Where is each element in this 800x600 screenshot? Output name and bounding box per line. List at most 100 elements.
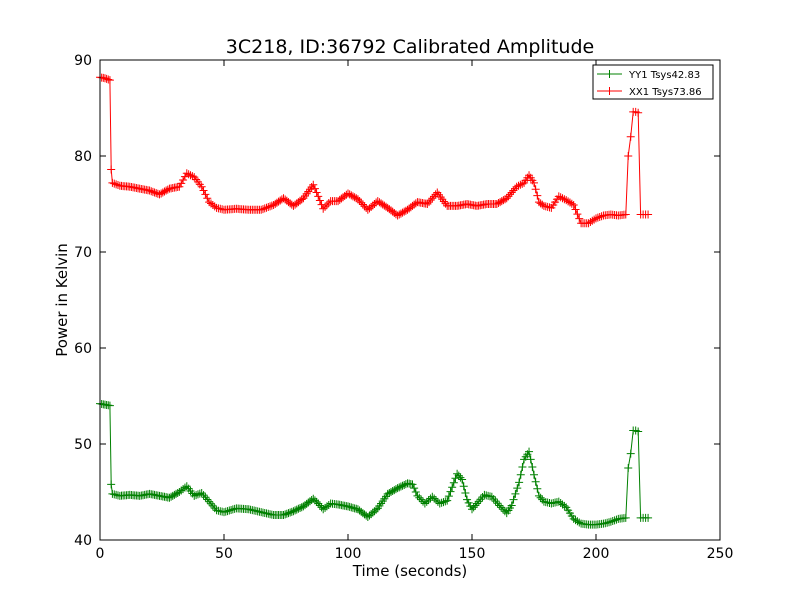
data-point-marker — [444, 492, 453, 501]
axis-ticks: 0 50 100 150 200 250 40 50 60 70 80 90 — [74, 53, 733, 562]
data-point-marker — [105, 401, 114, 410]
data-point-marker — [487, 492, 496, 501]
legend-box — [592, 64, 714, 100]
data-point-marker — [538, 200, 547, 209]
data-point-marker — [398, 481, 407, 490]
data-point-marker — [533, 484, 542, 493]
data-point-marker — [516, 180, 525, 189]
data-point-marker — [471, 501, 480, 510]
data-point-marker — [428, 194, 437, 203]
data-point-marker — [348, 192, 357, 201]
plot-frame — [99, 59, 721, 541]
data-point-marker — [624, 152, 633, 160]
data-point-marker — [344, 189, 352, 198]
series-1 — [96, 73, 653, 228]
data-point-marker — [514, 181, 523, 190]
x-tick-label: 150 — [459, 546, 486, 562]
data-point-marker — [411, 488, 420, 496]
data-point-marker — [172, 489, 181, 498]
data-point-marker — [184, 170, 193, 179]
data-point-marker — [110, 179, 119, 188]
data-point-marker — [396, 482, 405, 491]
data-point-marker — [347, 191, 356, 200]
data-point-marker — [496, 198, 505, 207]
data-point-marker — [515, 478, 524, 487]
chart-title: 3C218, ID:36792 Calibrated Amplitude — [226, 36, 594, 58]
data-point-marker — [192, 491, 201, 500]
data-point-marker — [571, 205, 580, 214]
data-point-marker — [408, 480, 417, 489]
data-point-marker — [556, 193, 565, 202]
data-point-marker — [443, 496, 452, 505]
data-point-marker — [260, 204, 269, 213]
y-tick-label: 80 — [74, 149, 92, 165]
y-axis-label: Power in Kelvin — [53, 243, 71, 357]
data-point-marker — [597, 212, 606, 221]
data-point-marker — [319, 204, 328, 213]
data-point-marker — [393, 484, 402, 493]
data-point-marker — [554, 192, 563, 201]
data-point-marker — [497, 503, 506, 512]
data-point-marker — [310, 496, 319, 505]
data-point-marker — [297, 503, 306, 512]
data-point-marker — [199, 491, 208, 500]
data-point-marker — [507, 501, 516, 510]
data-point-marker — [210, 202, 219, 211]
data-point-marker — [634, 427, 643, 436]
data-point-marker — [257, 205, 266, 214]
data-point-marker — [186, 171, 195, 180]
data-point-marker — [281, 510, 290, 519]
data-point-marker — [157, 189, 166, 198]
data-point-marker — [197, 182, 206, 191]
legend-swatch-marker — [605, 87, 614, 95]
data-point-marker — [491, 497, 500, 506]
y-tick-label: 60 — [74, 341, 92, 357]
data-point-marker — [296, 504, 305, 512]
data-point-marker — [309, 494, 318, 503]
data-point-marker — [282, 509, 291, 518]
y-tick-label: 50 — [74, 437, 92, 453]
data-point-marker — [165, 493, 174, 502]
data-point-marker — [395, 483, 404, 492]
data-point-marker — [410, 484, 419, 493]
legend-entry: XX1 Tsys73.86 — [597, 87, 702, 98]
legend-label: XX1 Tsys73.86 — [629, 87, 702, 98]
data-point-marker — [528, 463, 537, 472]
data-point-marker — [423, 200, 432, 208]
data-point-marker — [188, 172, 197, 181]
data-point-marker — [357, 198, 366, 207]
data-point-marker — [415, 493, 424, 502]
data-point-marker — [312, 497, 321, 506]
data-point-marker — [113, 181, 122, 190]
data-point-marker — [353, 195, 362, 204]
data-point-marker — [593, 213, 602, 222]
data-point-marker — [449, 478, 458, 487]
data-point-marker — [393, 211, 402, 220]
data-point-marker — [175, 182, 184, 191]
data-point-marker — [400, 207, 409, 216]
data-point-marker — [221, 507, 230, 516]
data-point-marker — [267, 201, 276, 210]
data-point-marker — [509, 495, 518, 504]
data-point-marker — [180, 483, 189, 492]
data-point-marker — [193, 490, 202, 499]
data-point-marker — [536, 493, 545, 502]
data-point-marker — [595, 212, 604, 221]
data-point-marker — [525, 447, 534, 456]
data-point-marker — [386, 488, 395, 496]
data-point-marker — [228, 505, 237, 514]
data-point-marker — [345, 190, 354, 199]
data-point-marker — [575, 214, 584, 223]
data-point-marker — [502, 194, 511, 203]
data-point-marker — [494, 199, 503, 208]
data-point-marker — [567, 199, 576, 208]
data-point-marker — [309, 180, 318, 189]
data-point-marker — [383, 489, 392, 498]
data-point-marker — [424, 496, 433, 505]
data-point-marker — [203, 194, 212, 203]
data-point-marker — [464, 498, 473, 507]
data-point-marker — [179, 176, 188, 184]
data-point-marker — [458, 475, 467, 484]
data-point-marker — [425, 198, 434, 207]
data-point-marker — [621, 513, 630, 522]
